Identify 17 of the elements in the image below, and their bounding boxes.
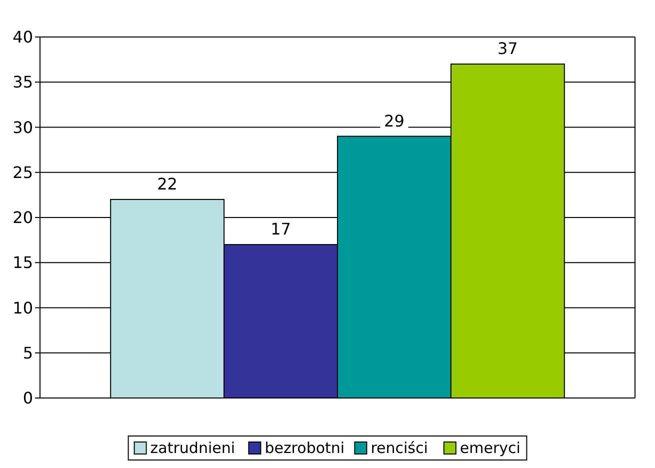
legend-label: renciści	[370, 439, 428, 457]
y-tick-label: 25	[12, 162, 33, 182]
data-label: 22	[157, 174, 178, 194]
y-tick-label: 20	[12, 208, 33, 228]
y-tick-label: 15	[12, 253, 33, 272]
legend-label: zatrudnieni	[150, 439, 236, 457]
legend-label: emeryci	[460, 439, 520, 457]
y-tick-label: 30	[12, 118, 33, 137]
data-label: 37	[498, 39, 518, 58]
y-tick-label: 10	[12, 298, 33, 318]
y-tick-label: 0	[22, 388, 33, 408]
y-tick-label: 40	[12, 28, 33, 47]
legend-label: bezrobotni	[264, 439, 345, 457]
data-label: 29	[384, 111, 404, 130]
y-tick-label: 5	[22, 343, 33, 362]
y-tick-label: 35	[12, 72, 33, 92]
data-label: 17	[270, 220, 291, 239]
